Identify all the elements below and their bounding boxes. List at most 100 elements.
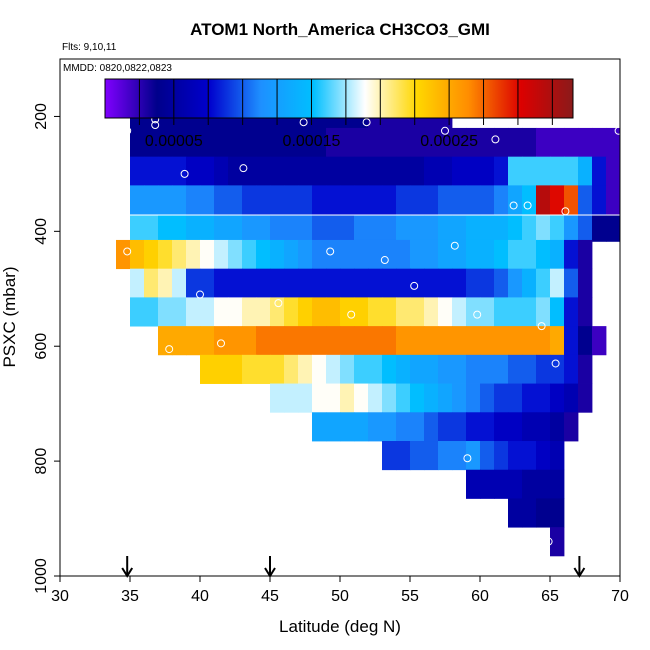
heatmap-cell xyxy=(410,297,425,327)
heatmap-cell xyxy=(228,127,243,158)
heatmap-cell xyxy=(578,383,593,413)
observation-marker xyxy=(551,359,560,368)
heatmap-cell xyxy=(536,215,551,242)
heatmap-cell xyxy=(382,185,397,215)
heatmap-cell xyxy=(312,354,327,384)
heatmap-cell xyxy=(438,239,453,270)
heatmap-cell xyxy=(508,469,523,499)
heatmap-cell xyxy=(480,215,495,242)
heatmap-cell xyxy=(312,268,327,298)
heatmap-cell xyxy=(550,268,565,298)
heatmap-cell xyxy=(144,127,159,158)
heatmap-cell xyxy=(200,239,215,270)
heatmap-cell xyxy=(396,297,411,327)
observation-marker xyxy=(561,207,570,216)
heatmap-cell xyxy=(158,215,173,242)
heatmap-cell xyxy=(550,498,565,528)
heatmap-cell xyxy=(172,185,187,215)
heatmap-cell xyxy=(340,326,355,356)
heatmap-cell xyxy=(256,354,271,384)
heatmap-cell xyxy=(256,268,271,298)
heatmap-cell xyxy=(466,185,481,215)
heatmap-cell xyxy=(354,354,369,384)
heatmap-cell xyxy=(564,215,579,242)
heatmap-cell xyxy=(256,239,271,270)
heatmap-cell xyxy=(522,383,537,413)
colorbar-gradient xyxy=(104,78,574,119)
heatmap-cell xyxy=(410,412,425,442)
heatmap-cell xyxy=(368,326,383,356)
heatmap-cell xyxy=(200,156,215,186)
y-axis: 200 400 600 800 1000 PSXC (mbar) xyxy=(0,59,61,594)
heatmap-cell xyxy=(340,412,355,442)
heatmap-cell xyxy=(424,297,439,327)
heatmap-cell xyxy=(452,441,467,471)
heatmap-cell xyxy=(522,469,537,499)
heatmap-cell xyxy=(396,383,411,413)
heatmap-cell xyxy=(354,156,369,186)
heatmap-cell xyxy=(340,297,355,327)
heatmap-cell xyxy=(256,127,271,158)
heatmap-cell xyxy=(214,156,229,186)
heatmap-cell xyxy=(284,215,299,242)
heatmap-cell xyxy=(536,297,551,327)
heatmap-cell xyxy=(494,383,509,413)
heatmap-cell xyxy=(508,498,523,528)
heatmap-cell xyxy=(354,127,369,158)
dates-label: MMDD: 0820,0822,0823 xyxy=(63,63,172,74)
colorbar-ticks xyxy=(138,79,553,125)
heatmap-cell xyxy=(480,127,495,158)
heatmap-cell xyxy=(550,527,565,557)
heatmap-cell xyxy=(452,127,467,158)
heatmap-cell xyxy=(144,156,159,186)
heatmap-cell xyxy=(340,127,355,158)
heatmap-cell xyxy=(256,185,271,215)
heatmap-cell xyxy=(466,268,481,298)
heatmap-cell xyxy=(522,412,537,442)
y-axis-ticks xyxy=(54,115,60,577)
heatmap-cell xyxy=(158,239,173,270)
x-tick-label: 65 xyxy=(541,588,559,605)
heatmap-cell xyxy=(466,354,481,384)
heatmap-cell xyxy=(312,412,327,442)
heatmap-cell xyxy=(382,215,397,242)
heatmap-cell xyxy=(172,239,187,270)
heatmap-cell xyxy=(158,268,173,298)
heatmap-cell xyxy=(466,441,481,471)
heatmap-cell xyxy=(158,127,173,158)
heatmap-cell xyxy=(326,185,341,215)
heatmap-cell xyxy=(452,239,467,270)
heatmap-cell xyxy=(228,239,243,270)
heatmap-cell xyxy=(522,185,537,215)
heatmap-cell xyxy=(550,239,565,270)
heatmap-cell xyxy=(354,239,369,270)
heatmap-cell xyxy=(564,383,579,413)
heatmap-cell xyxy=(326,239,341,270)
heatmap-cell xyxy=(270,383,285,413)
heatmap-cell xyxy=(270,354,285,384)
colorbar-tick-label: 0.00015 xyxy=(283,133,341,150)
observation-marker xyxy=(614,126,623,135)
heatmap-cell xyxy=(410,127,425,158)
heatmap-cell xyxy=(508,297,523,327)
heatmap-cell xyxy=(480,441,495,471)
heatmap-cell xyxy=(536,469,551,499)
heatmap-cell xyxy=(438,215,453,242)
heatmap-cell xyxy=(368,412,383,442)
heatmap-cell xyxy=(298,185,313,215)
y-axis-label: PSXC (mbar) xyxy=(0,266,19,367)
observation-marker xyxy=(523,201,532,210)
observation-marker xyxy=(196,290,204,299)
heatmap-cell xyxy=(354,268,369,298)
heatmap-cell xyxy=(480,185,495,215)
heatmap-cell xyxy=(228,268,243,298)
heatmap-cell xyxy=(536,268,551,298)
heatmap-cell xyxy=(256,297,271,327)
heatmap-cell xyxy=(354,383,369,413)
heatmap-cell xyxy=(326,412,341,442)
heatmap-cell xyxy=(480,239,495,270)
heatmap-cell xyxy=(438,354,453,384)
heatmap-cell xyxy=(564,354,579,384)
heatmap-cell xyxy=(592,127,607,158)
